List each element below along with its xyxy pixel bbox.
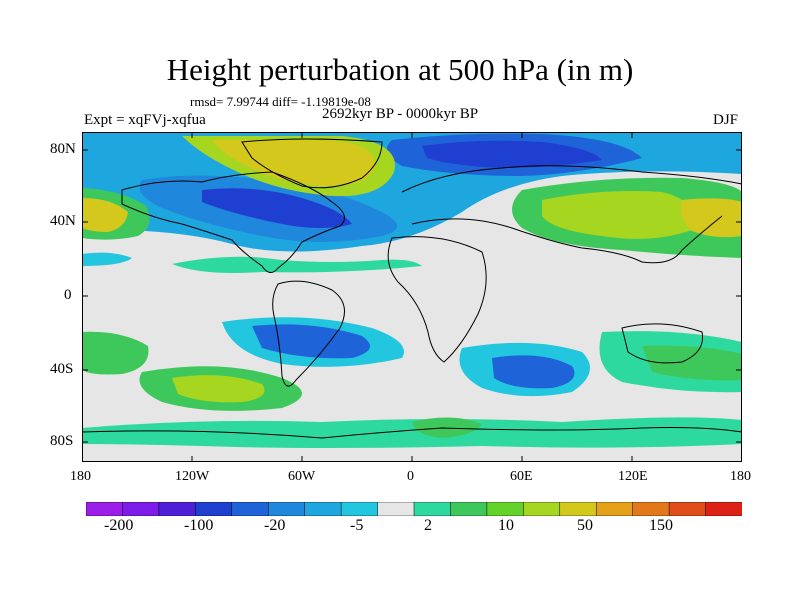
x-label-0: 0 [407,469,414,484]
colorbar-label-150: 150 [649,517,673,534]
colorbar-swatch [158,502,197,516]
colorbar-swatch [267,502,306,516]
colorbar-swatch [304,502,342,516]
arctic-blue-core2 [422,140,602,168]
sh-pacific-green [82,331,149,375]
y-label-40n: 40N [50,213,76,229]
antarctica-coast [82,427,742,439]
australia-coast [621,323,704,364]
colorbar-swatch [595,502,634,516]
north-america-coast [121,171,345,273]
colorbar-swatch [413,502,452,516]
y-label-80n: 80N [50,141,76,157]
greenland-coast [241,138,383,189]
colorbar-swatch [377,502,415,516]
colorbar-swatch [86,502,124,516]
sh-band-blue [252,324,370,359]
colorbar-swatch [486,502,525,516]
x-label-120e: 120E [618,469,648,484]
greenland-positive-core [212,140,376,187]
colorbar-label-m20: -20 [264,517,286,534]
sh-green-core [172,375,265,403]
contour-map [82,132,742,462]
colorbar-swatch [559,502,597,516]
colorbar-label-m100: -100 [184,517,214,534]
x-label-60e: 60E [510,469,533,484]
colorbar-swatch [195,502,233,516]
tick-marks [82,132,742,462]
colorbar-swatch [668,502,707,516]
experiment-label: Expt = xqFVj-xqfua [84,112,206,128]
colorbar-swatch [450,502,488,516]
y-label-80s: 80S [50,433,74,449]
x-label-120w: 120W [175,469,210,484]
colorbar-swatch [523,502,561,516]
africa-coast [387,236,487,363]
pacific-positive-core [681,198,742,238]
colorbar-label-m200: -200 [104,517,134,534]
colorbar-swatch [231,502,269,516]
colorbar-label-10: 10 [498,517,514,534]
colorbar-swatch [122,502,160,516]
tropical-cyan-patch [82,252,132,266]
south-america-coast [272,280,345,387]
period-label: 2692kyr BP - 0000kyr BP [322,106,479,122]
y-label-eq: 0 [64,287,72,303]
coastlines [82,138,742,439]
eurasia-coast [401,165,742,264]
colorbar-swatch [340,502,379,516]
sh-east-green-core [642,345,742,381]
dateline-positive-core [82,198,128,232]
nh-blue-core [202,188,352,228]
season-label: DJF [713,112,739,128]
eurasia-positive-core [542,191,694,239]
sh-atlantic-blue [492,355,575,389]
colorbar-swatch [632,502,670,516]
x-label-180w: 180 [70,469,91,484]
stats-line: rmsd= 7.99744 diff= -1.19819e-08 [190,94,371,109]
colorbar [86,502,742,516]
colorbar-label-50: 50 [577,517,593,534]
tropical-green-band [172,256,422,273]
x-label-180e: 180 [730,469,751,484]
plot-title: Height perturbation at 500 hPa (in m) [166,52,634,87]
colorbar-swatch [705,502,742,516]
colorbar-label-2: 2 [424,517,432,534]
antarctic-green [82,417,742,448]
colorbar-label-m5: -5 [350,517,364,534]
y-label-40s: 40S [50,361,74,377]
x-label-60w: 60W [288,469,316,484]
